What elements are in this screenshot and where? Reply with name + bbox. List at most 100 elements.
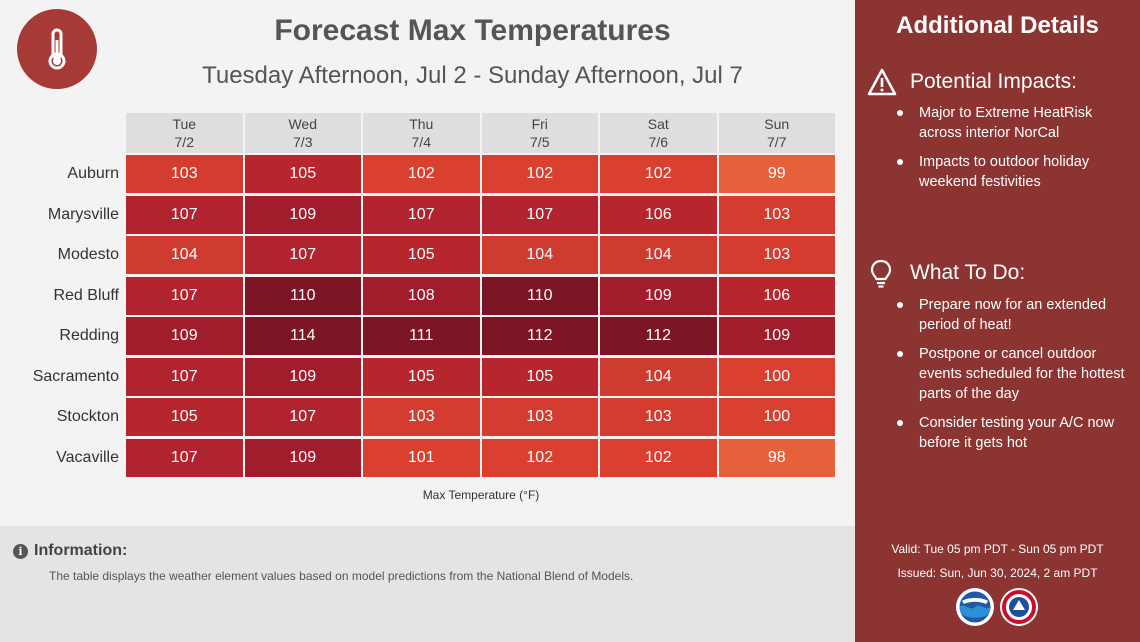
temperature-cell: 107 xyxy=(126,438,243,477)
information-panel: i Information: The table displays the we… xyxy=(0,526,855,642)
what-to-do-title: What To Do: xyxy=(910,261,1026,284)
column-header-tue: Tue 7/2 xyxy=(126,113,243,153)
temperature-cell: 102 xyxy=(481,438,598,477)
warning-icon xyxy=(867,68,897,96)
information-text: The table displays the weather element v… xyxy=(49,569,634,583)
impacts-title: Potential Impacts: xyxy=(910,70,1077,93)
info-icon: i xyxy=(13,544,28,559)
column-header-fri: Fri 7/5 xyxy=(481,113,598,153)
nws-logo xyxy=(1000,588,1038,626)
page-subtitle: Tuesday Afternoon, Jul 2 - Sunday Aftern… xyxy=(202,62,743,89)
temperature-cell: 105 xyxy=(363,357,480,396)
lightbulb-icon xyxy=(870,259,892,288)
valid-period: Valid: Tue 05 pm PDT - Sun 05 pm PDT xyxy=(891,542,1104,556)
temperature-cell: 107 xyxy=(126,276,243,315)
impact-item: Impacts to outdoor holiday weekend festi… xyxy=(897,152,1129,192)
temperature-cell: 108 xyxy=(363,276,480,315)
temperature-cell: 103 xyxy=(600,398,717,436)
row-label: Stockton xyxy=(56,408,119,425)
main-panel: Forecast Max Temperatures Tuesday Aftern… xyxy=(0,9,855,642)
impacts-list: Major to Extreme HeatRisk across interio… xyxy=(897,103,1129,201)
column-day: Sun xyxy=(764,116,790,132)
row-label: Marysville xyxy=(47,205,119,223)
column-day: Wed xyxy=(288,116,318,132)
temperature-cell: 105 xyxy=(244,155,361,193)
temperature-cell: 109 xyxy=(244,438,361,477)
temperature-cell: 109 xyxy=(600,276,717,315)
temperature-cell: 111 xyxy=(363,317,480,355)
table-axis-label: Max Temperature (°F) xyxy=(422,488,540,502)
column-date: 7/6 xyxy=(648,134,668,150)
temperature-cell: 105 xyxy=(126,398,243,436)
temperature-cell: 106 xyxy=(718,276,835,315)
row-label: Red Bluff xyxy=(53,286,119,304)
column-header-sat: Sat 7/6 xyxy=(600,113,717,153)
temperature-cell: 103 xyxy=(718,195,835,234)
temperature-cell: 109 xyxy=(126,317,243,355)
temperature-cell: 102 xyxy=(363,155,480,193)
issued-time: Issued: Sun, Jun 30, 2024, 2 am PDT xyxy=(897,566,1098,580)
column-date: 7/3 xyxy=(293,134,313,150)
temperature-cell: 112 xyxy=(600,317,717,355)
temperature-cell: 107 xyxy=(244,236,361,274)
temperature-cell: 104 xyxy=(600,236,717,274)
thermometer-icon xyxy=(48,28,66,70)
impact-item: Major to Extreme HeatRisk across interio… xyxy=(897,103,1129,143)
temperature-cell: 103 xyxy=(481,398,598,436)
temperature-cell: 104 xyxy=(600,357,717,396)
noaa-logo xyxy=(956,588,994,626)
column-header-wed: Wed 7/3 xyxy=(244,113,361,153)
temperature-cell: 110 xyxy=(244,276,361,315)
todo-item: Postpone or cancel outdoor events schedu… xyxy=(897,344,1129,404)
row-label: Auburn xyxy=(67,165,119,182)
temperature-cell: 103 xyxy=(718,236,835,274)
temperature-cell: 109 xyxy=(718,317,835,355)
temperature-cell: 107 xyxy=(481,195,598,234)
temperature-cell: 107 xyxy=(363,195,480,234)
temperature-cell: 104 xyxy=(481,236,598,274)
todo-item: Prepare now for an extended period of he… xyxy=(897,295,1129,335)
temperature-cell: 109 xyxy=(244,357,361,396)
column-date: 7/5 xyxy=(530,134,550,150)
temperature-cell: 105 xyxy=(363,236,480,274)
column-day: Fri xyxy=(531,116,548,132)
column-day: Tue xyxy=(172,116,197,132)
thermometer-badge xyxy=(17,9,97,89)
temperature-cell: 112 xyxy=(481,317,598,355)
column-date: 7/4 xyxy=(411,134,431,150)
todo-item: Consider testing your A/C now before it … xyxy=(897,413,1129,453)
temperature-cell: 114 xyxy=(244,317,361,355)
temperature-cell: 110 xyxy=(481,276,598,315)
temperature-cell: 98 xyxy=(718,438,835,477)
column-header-sun: Sun 7/7 xyxy=(718,113,835,153)
temperature-cell: 101 xyxy=(363,438,480,477)
details-sidebar: Additional Details Potential Impacts: Ma… xyxy=(855,0,1140,642)
column-day: Sat xyxy=(647,116,669,132)
temperature-cell: 103 xyxy=(126,155,243,193)
row-label: Redding xyxy=(59,327,119,344)
row-label: Vacaville xyxy=(56,448,119,466)
temperature-cell: 99 xyxy=(718,155,835,193)
temperature-cell: 102 xyxy=(481,155,598,193)
column-date: 7/2 xyxy=(174,134,194,150)
page-title: Forecast Max Temperatures xyxy=(274,14,671,47)
what-to-do-list: Prepare now for an extended period of he… xyxy=(897,295,1129,462)
temperature-cell: 104 xyxy=(126,236,243,274)
temperature-cell: 103 xyxy=(363,398,480,436)
sidebar-title: Additional Details xyxy=(896,12,1099,39)
temperature-cell: 107 xyxy=(126,357,243,396)
column-day: Thu xyxy=(409,116,434,132)
column-date: 7/7 xyxy=(767,134,787,150)
row-label: Modesto xyxy=(57,246,119,263)
information-title: Information: xyxy=(34,542,128,559)
row-label: Sacramento xyxy=(32,367,119,385)
temperature-cell: 107 xyxy=(126,195,243,234)
temperature-cell: 107 xyxy=(244,398,361,436)
temperature-cell: 100 xyxy=(718,357,835,396)
temperature-cell: 106 xyxy=(600,195,717,234)
column-header-thu: Thu 7/4 xyxy=(363,113,480,153)
temperature-cell: 102 xyxy=(600,155,717,193)
temperature-cell: 102 xyxy=(600,438,717,477)
temperature-cell: 105 xyxy=(481,357,598,396)
temperature-cell: 109 xyxy=(244,195,361,234)
